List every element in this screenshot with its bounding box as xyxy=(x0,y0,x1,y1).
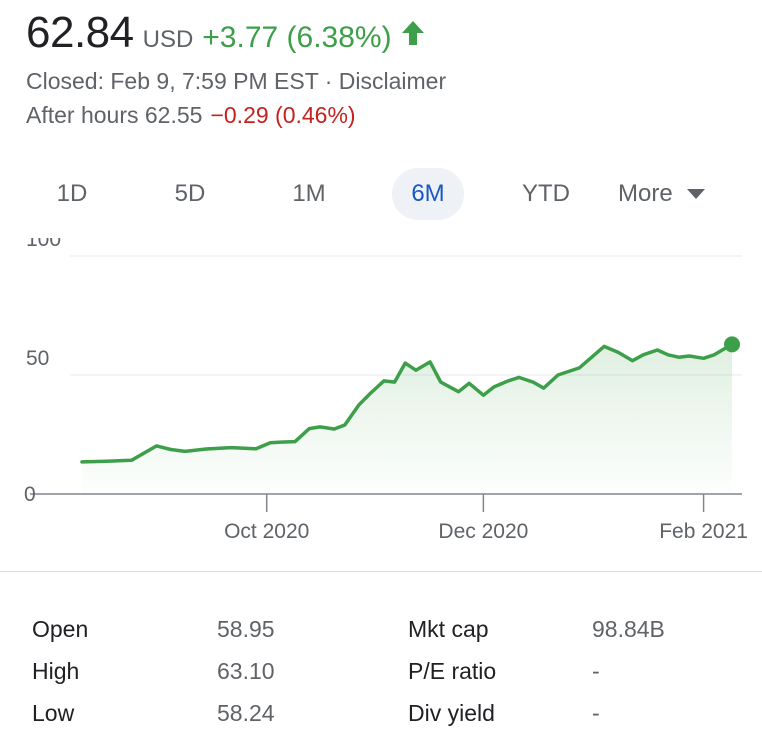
market-status: Closed: Feb 9, 7:59 PM EST · Disclaimer xyxy=(26,68,447,94)
more-button[interactable]: More xyxy=(618,168,738,220)
price-area xyxy=(82,344,732,494)
range-tabs: 1D 5D 1M 6M YTD More xyxy=(0,168,762,220)
stat-label-div-yield: Div yield xyxy=(408,700,495,726)
tab-1m[interactable]: 1M xyxy=(292,180,326,207)
price-header: 62.84 USD +3.77 (6.38%) xyxy=(26,8,426,58)
stat-label-mkt-cap: Mkt cap xyxy=(408,616,489,642)
price-change: +3.77 (6.38%) xyxy=(202,21,392,54)
x-tick-label: Dec 2020 xyxy=(438,520,528,543)
price-line xyxy=(80,342,734,464)
stat-value-div-yield: - xyxy=(592,700,600,726)
arrow-up-icon xyxy=(400,19,426,47)
currency-code: USD xyxy=(142,26,194,53)
stat-label-high: High xyxy=(32,658,80,684)
stat-value-pe-ratio: - xyxy=(592,658,600,684)
latest-price-point xyxy=(724,336,740,353)
after-hours-change: −0.29 (0.46%) xyxy=(210,102,356,128)
price-chart[interactable]: 0 50 100 Oct 2020 Dec 2020 Feb 2021 xyxy=(0,238,762,554)
y-tick-label: 0 xyxy=(24,483,36,506)
after-hours-price: After hours 62.55 xyxy=(26,102,203,128)
current-price: 62.84 xyxy=(26,8,134,57)
y-tick-label: 50 xyxy=(26,347,49,370)
x-axis: Oct 2020 Dec 2020 Feb 2021 xyxy=(224,494,748,543)
stat-value-high: 63.10 xyxy=(217,658,275,684)
stat-value-open: 58.95 xyxy=(217,616,275,642)
tab-1d[interactable]: 1D xyxy=(56,180,88,207)
after-hours: After hours 62.55 −0.29 (0.46%) xyxy=(26,102,356,129)
stat-label-open: Open xyxy=(32,616,89,642)
tab-5d[interactable]: 5D xyxy=(174,180,206,207)
stat-label-pe-ratio: P/E ratio xyxy=(408,658,497,684)
x-tick-label: Feb 2021 xyxy=(659,520,748,543)
x-tick-label: Oct 2020 xyxy=(224,520,309,543)
caret-down-icon xyxy=(686,189,705,199)
tab-6m[interactable]: 6M xyxy=(392,168,464,220)
tab-ytd[interactable]: YTD xyxy=(522,180,570,207)
stat-value-mkt-cap: 98.84B xyxy=(592,616,665,642)
y-axis: 0 50 100 xyxy=(24,238,61,506)
more-label: More xyxy=(618,180,673,207)
stat-label-low: Low xyxy=(32,700,75,726)
stats-divider xyxy=(0,571,762,572)
y-tick-label: 100 xyxy=(26,238,61,251)
stat-value-low: 58.24 xyxy=(217,700,275,726)
